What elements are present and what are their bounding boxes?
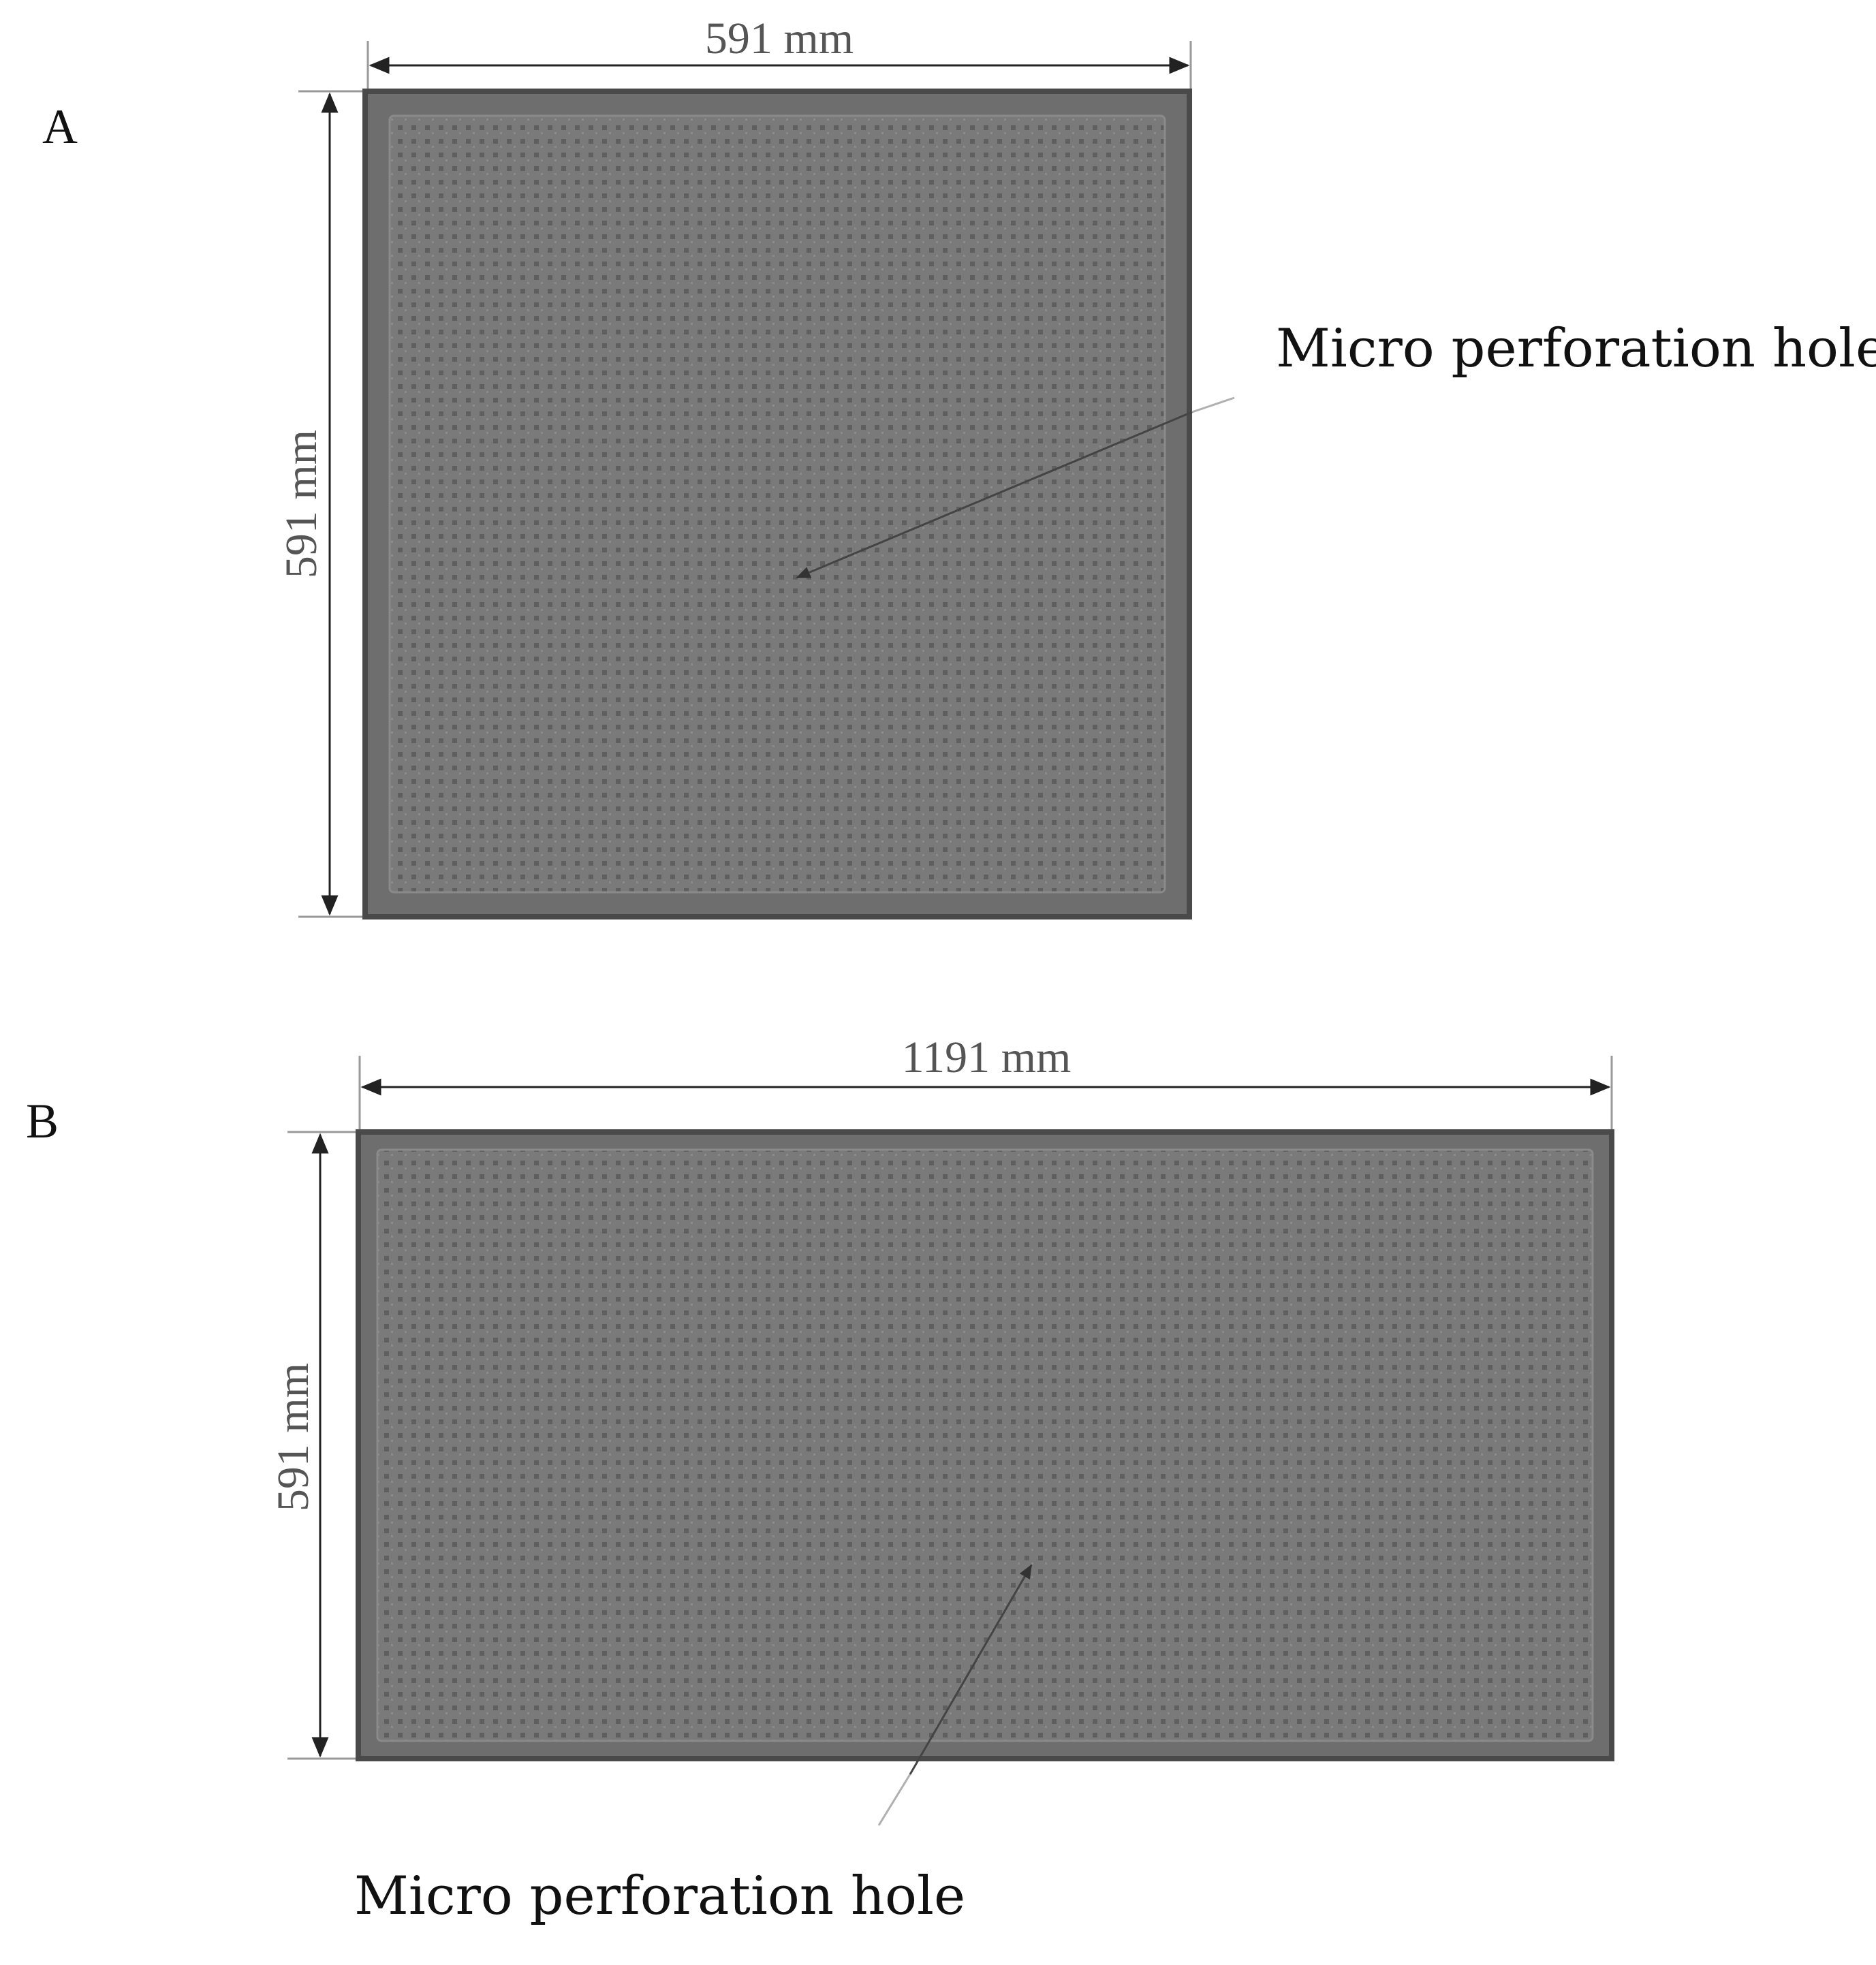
panel-b-perforated-area xyxy=(376,1148,1594,1742)
panel-a-leader-fade xyxy=(1191,396,1235,413)
panel-a-callout: Micro perforation hole xyxy=(1276,318,1876,379)
panel-b-leader-fade xyxy=(877,1774,911,1826)
panel-b-width-label: 1191 mm xyxy=(902,1033,1072,1082)
panel-b-callout: Micro perforation hole xyxy=(354,1866,965,1927)
panel-a: A 591 mm 591 mm Micro perforation hole xyxy=(42,14,1876,919)
panel-b: B 1191 mm 591 mm Micro perforation hole xyxy=(26,1033,1614,1927)
panel-b-callout-leader xyxy=(909,1564,1033,1775)
panel-a-label: A xyxy=(42,99,78,154)
panel-a-perforated-area xyxy=(388,114,1166,894)
panel-a-callout-leader xyxy=(796,411,1193,579)
panel-a-width-label: 591 mm xyxy=(705,14,854,63)
panel-b-height-label: 591 mm xyxy=(268,1363,318,1511)
panel-b-label: B xyxy=(26,1094,59,1148)
panel-a-height-label: 591 mm xyxy=(277,430,326,578)
